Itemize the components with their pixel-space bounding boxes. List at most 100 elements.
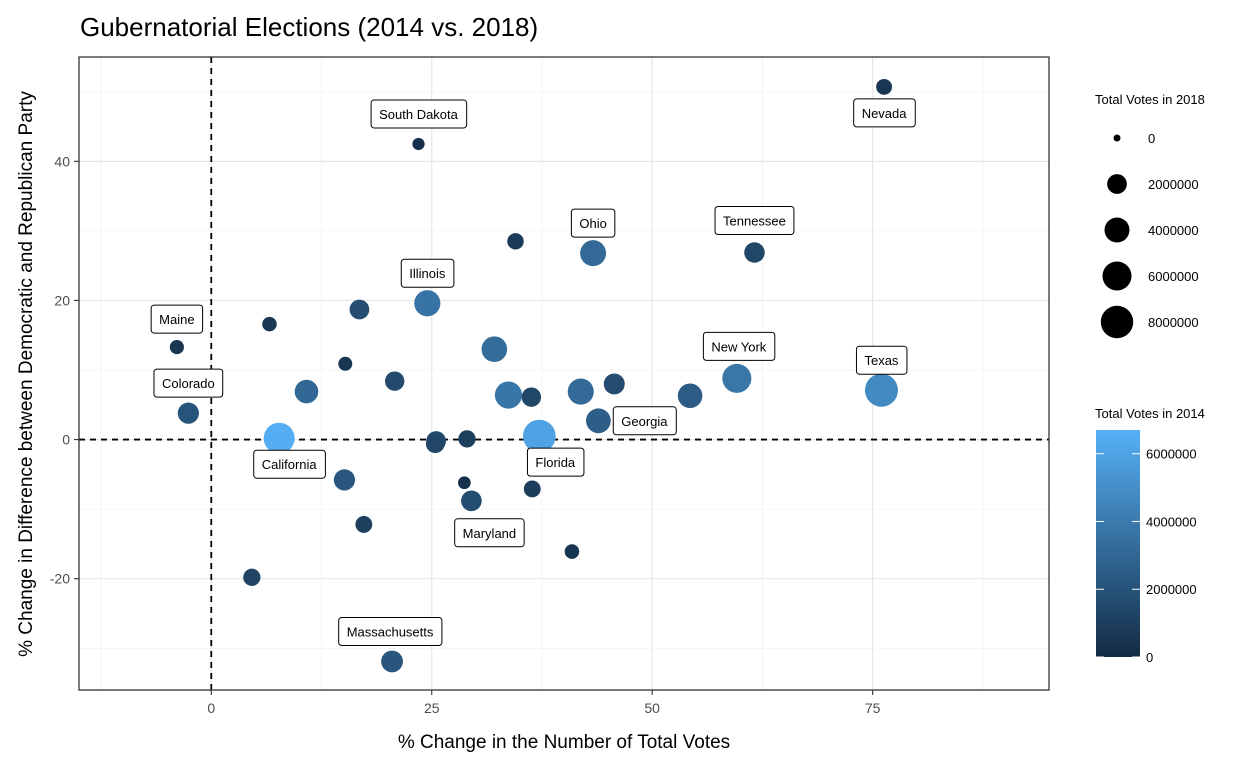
callout-label: Colorado [162,376,215,391]
point-florida [522,419,556,453]
data-point [333,469,356,491]
data-point [523,480,541,498]
point-south-dakota [412,137,425,151]
size-legend-key [1113,134,1121,142]
y-tick-label: 40 [54,153,70,169]
callout-label: New York [711,339,766,354]
callout-box [612,406,677,436]
callout-box [855,345,908,375]
size-legend-key [1102,261,1132,291]
callout-illinois: Illinois [400,258,455,288]
data-point [294,379,319,404]
data-point [494,381,523,409]
data-point [338,356,353,371]
callout-box [253,449,326,479]
data-point [458,430,476,448]
point-ohio [580,240,607,267]
callout-label: Massachusetts [347,624,434,639]
size-legend-title: Total Votes in 2018 [1095,92,1205,107]
size-legend-label: 4000000 [1148,223,1199,238]
data-points [169,78,898,673]
callout-label: Tennessee [723,213,786,228]
callout-box [454,518,525,548]
y-axis-label: % Change in Difference between Democrati… [16,91,37,657]
callout-box [853,98,916,128]
size-legend-key [1107,174,1127,194]
size-legend-key [1104,217,1130,243]
color-legend-label: 6000000 [1146,447,1197,462]
point-tennessee [744,242,765,263]
x-tick-label: 25 [424,700,440,716]
callout-box [702,331,776,361]
data-point [564,544,580,559]
x-axis-label: % Change in the Number of Total Votes [398,732,730,753]
data-point [521,387,542,407]
color-legend-bar [1096,430,1140,657]
panel-border [78,56,1050,691]
size-legend-label: 6000000 [1148,269,1199,284]
callout-label: Ohio [579,216,606,231]
callout-label: California [262,457,318,472]
point-new-york [722,363,752,393]
y-axis-ticks: -20 0 20 40 [50,153,79,587]
y-tick-label: 20 [54,292,70,308]
data-point [603,373,625,395]
callout-box [526,447,585,477]
point-georgia [586,408,611,434]
x-tick-label: 75 [865,700,881,716]
chart-title: Gubernatorial Elections (2014 vs. 2018) [80,12,538,42]
callout-box [370,99,468,129]
point-massachusetts [381,650,403,673]
data-point [481,336,508,362]
callout-maine: Maine [150,304,204,334]
state-callouts: Nevada South Dakota Ohio Tennessee Illinois M… [150,98,916,646]
color-legend-label: 4000000 [1146,514,1197,529]
callout-georgia: Georgia [612,406,677,436]
x-axis-ticks: 0 25 50 75 [207,690,881,716]
size-legend-label: 2000000 [1148,177,1199,192]
data-point [677,383,703,409]
point-illinois [414,290,441,317]
point-maine [169,339,184,355]
y-tick-label: 0 [62,432,70,448]
callout-ohio: Ohio [570,208,616,238]
callout-maryland: Maryland [454,518,525,548]
size-legend: Total Votes in 2018 0 2000000 4000000 60000… [1095,92,1205,339]
callout-box [570,208,616,238]
callout-box [150,304,204,334]
data-point [262,316,277,332]
callout-colorado: Colorado [153,368,224,398]
callout-new-york: New York [702,331,776,361]
data-point [384,371,405,391]
callout-massachusetts: Massachusetts [338,616,443,646]
color-legend-label: 2000000 [1146,582,1197,597]
callout-nevada: Nevada [853,98,916,128]
size-legend-key [1100,305,1134,339]
color-legend: Total Votes in 2014 0 2000000 4000000 60000… [1095,406,1205,665]
data-point [425,434,445,454]
color-legend-label: 0 [1146,650,1153,665]
size-legend-label: 0 [1148,131,1155,146]
callout-tennessee: Tennessee [714,205,795,235]
callout-label: Texas [864,353,898,368]
callout-label: Illinois [409,266,446,281]
x-tick-label: 50 [644,700,660,716]
callout-label: Georgia [621,414,668,429]
callout-texas: Texas [855,345,908,375]
data-point [355,516,373,533]
callout-box [400,258,455,288]
callout-label: Maryland [463,526,516,541]
data-point [458,476,471,490]
callout-box [714,205,795,235]
data-point [243,568,261,586]
callout-label: Nevada [862,106,908,121]
data-point [507,233,524,250]
reference-lines [79,57,1049,690]
callout-california: California [253,449,326,479]
point-texas [864,373,898,407]
x-tick-label: 0 [207,700,215,716]
callout-label: South Dakota [379,107,459,122]
callout-box [338,616,443,646]
point-maryland [461,490,482,512]
